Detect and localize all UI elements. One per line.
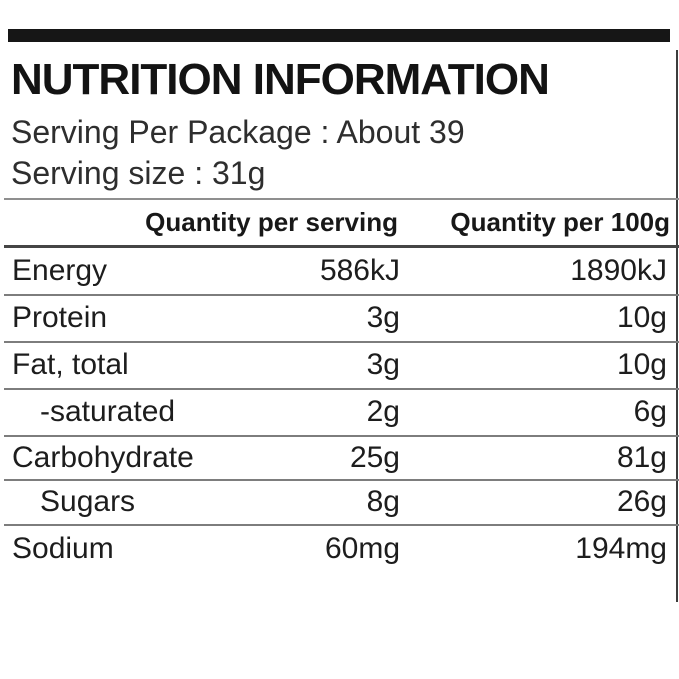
value-per-serving: 2g <box>366 395 400 428</box>
nutrient-name: Energy <box>12 254 108 287</box>
value-per-100g: 194mg <box>575 532 667 565</box>
divider-line <box>4 341 679 343</box>
page-title: NUTRITION INFORMATION <box>11 55 550 104</box>
column-header-per-100g: Quantity per 100g <box>450 207 670 237</box>
divider-line <box>4 198 679 200</box>
table-header-row: Quantity per serving Quantity per 100g <box>0 200 679 244</box>
value-per-serving: 3g <box>366 301 400 334</box>
table-row-fat-total: Fat, total 3g 10g <box>0 343 679 387</box>
value-per-serving: 3g <box>366 348 400 381</box>
table-row-sugars: Sugars 8g 26g <box>0 480 679 524</box>
value-per-100g: 10g <box>616 301 667 334</box>
table-row-energy: Energy 586kJ 1890kJ <box>0 249 679 293</box>
table-row-sodium: Sodium 60mg 194mg <box>0 527 679 571</box>
value-per-100g: 6g <box>633 395 667 428</box>
table-row-protein: Protein 3g 10g <box>0 296 679 340</box>
divider-line <box>4 245 679 248</box>
table-row-saturated-fat: -saturated 2g 6g <box>0 390 679 434</box>
table-row-carbohydrate: Carbohydrate 25g 81g <box>0 436 679 480</box>
nutrient-name: Sugars <box>40 485 136 518</box>
value-per-serving: 586kJ <box>319 254 400 287</box>
value-per-100g: 1890kJ <box>570 254 667 287</box>
value-per-100g: 81g <box>616 441 667 474</box>
nutrient-name: -saturated <box>40 395 176 428</box>
divider-line <box>4 294 679 296</box>
value-per-serving: 8g <box>366 485 400 518</box>
divider-line <box>4 524 679 526</box>
divider-line <box>4 479 679 481</box>
nutrient-name: Sodium <box>12 532 114 565</box>
serving-per-package-text: Serving Per Package : About 39 <box>11 114 465 150</box>
right-edge-line <box>676 50 678 602</box>
divider-line <box>4 388 679 390</box>
value-per-100g: 10g <box>616 348 667 381</box>
value-per-100g: 26g <box>616 485 667 518</box>
label-top-bar <box>8 29 670 42</box>
divider-line <box>4 435 679 437</box>
nutrient-name: Fat, total <box>12 348 129 381</box>
nutrient-name: Protein <box>12 301 108 334</box>
value-per-serving: 60mg <box>324 532 400 565</box>
nutrient-name: Carbohydrate <box>12 441 194 474</box>
serving-size-text: Serving size : 31g <box>11 155 266 191</box>
column-header-per-serving: Quantity per serving <box>145 207 398 237</box>
value-per-serving: 25g <box>349 441 400 474</box>
